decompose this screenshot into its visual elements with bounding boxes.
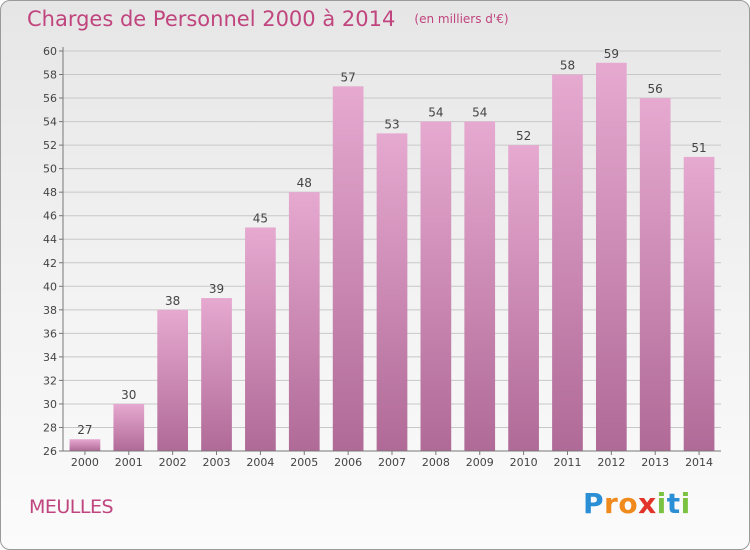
bar-value-label: 52 <box>516 129 531 143</box>
x-tick-label: 2005 <box>290 456 318 469</box>
y-tick-label: 60 <box>43 45 57 58</box>
x-tick-label: 2000 <box>71 456 99 469</box>
bar-value-label: 30 <box>121 388 136 402</box>
bar-value-label: 27 <box>77 423 92 437</box>
x-tick-label: 2009 <box>466 456 494 469</box>
y-tick-label: 44 <box>43 233 57 246</box>
bar-value-label: 53 <box>384 117 399 131</box>
chart-unit: (en milliers d'€) <box>414 12 509 26</box>
y-tick-label: 46 <box>43 210 57 223</box>
logo-letter: i <box>656 487 667 520</box>
bar-value-label: 59 <box>604 47 619 61</box>
x-tick-label: 2013 <box>641 456 669 469</box>
bar-value-label: 48 <box>297 176 312 190</box>
y-tick-label: 54 <box>43 116 57 129</box>
logo-letter: x <box>638 487 657 520</box>
proxiti-logo[interactable]: Proxiti <box>583 487 691 520</box>
bar-2012[interactable] <box>595 62 627 451</box>
y-tick-label: 32 <box>43 374 57 387</box>
axes: 26 28 30 32 34 36 38 40 42 44 46 48 50 52 54 56 58 60 27 20… <box>43 45 721 469</box>
logo-letter: r <box>604 487 619 520</box>
y-tick-label: 34 <box>43 351 57 364</box>
x-tick-label: 2011 <box>553 456 581 469</box>
bar-2003[interactable] <box>201 298 232 451</box>
bar-value-label: 51 <box>691 141 706 155</box>
bar-2002[interactable] <box>157 309 189 451</box>
bar-2000[interactable] <box>69 439 101 451</box>
logo-letter: o <box>618 487 639 520</box>
bar-value-label: 39 <box>209 282 224 296</box>
logo-letter: P <box>583 487 605 520</box>
bar-value-label: 45 <box>253 211 268 225</box>
x-tick-label: 2001 <box>115 456 143 469</box>
x-tick-label: 2007 <box>378 456 406 469</box>
y-tick-label: 30 <box>43 398 57 411</box>
y-tick-label: 36 <box>43 327 57 340</box>
y-tick-label: 48 <box>43 186 57 199</box>
x-tick-label: 2010 <box>510 456 538 469</box>
logo-letter: i <box>680 487 691 520</box>
x-tick-label: 2008 <box>422 456 450 469</box>
bar-2011[interactable] <box>552 74 583 451</box>
bar-value-label: 58 <box>560 59 575 73</box>
bar-value-label: 38 <box>165 294 180 308</box>
bar-2001[interactable] <box>113 403 145 451</box>
y-tick-label: 52 <box>43 139 57 152</box>
y-tick-label: 28 <box>43 421 57 434</box>
x-tick-label: 2006 <box>334 456 362 469</box>
y-tick-label: 26 <box>43 445 57 458</box>
bar-2009[interactable] <box>464 121 496 452</box>
bar-2006[interactable] <box>332 86 364 451</box>
y-tick-label: 50 <box>43 163 57 176</box>
x-tick-label: 2014 <box>685 456 713 469</box>
y-tick-label: 40 <box>43 280 57 293</box>
chart-title-row: Charges de Personnel 2000 à 2014 (en mil… <box>27 7 509 31</box>
bars <box>69 62 715 452</box>
bar-2007[interactable] <box>376 133 408 451</box>
bar-2014[interactable] <box>683 156 715 451</box>
bar-2013[interactable] <box>639 98 671 451</box>
y-tick-label: 56 <box>43 92 57 105</box>
bar-value-label: 54 <box>472 106 487 120</box>
bar-value-label: 56 <box>648 82 663 96</box>
bar-value-label: 57 <box>340 70 355 84</box>
y-tick-label: 38 <box>43 304 57 317</box>
bar-2010[interactable] <box>508 145 539 451</box>
commune-name: MEULLES <box>29 496 114 518</box>
chart-title: Charges de Personnel 2000 à 2014 <box>27 7 396 31</box>
bar-2004[interactable] <box>245 227 276 451</box>
y-tick-label: 42 <box>43 257 57 270</box>
y-tick-label: 58 <box>43 69 57 82</box>
bar-value-label: 54 <box>428 106 443 120</box>
logo-letter: t <box>666 487 681 520</box>
x-tick-label: 2004 <box>246 456 274 469</box>
x-tick-label: 2012 <box>597 456 625 469</box>
bar-2008[interactable] <box>420 121 452 452</box>
bar-2005[interactable] <box>288 192 320 452</box>
x-tick-label: 2002 <box>159 456 187 469</box>
x-tick-label: 2003 <box>203 456 231 469</box>
